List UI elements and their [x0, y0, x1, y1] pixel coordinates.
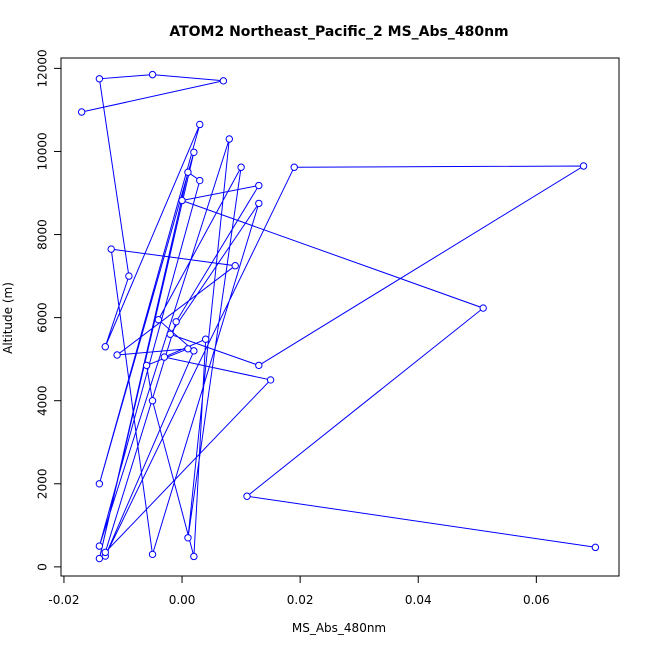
x-tick-label: 0.02: [287, 593, 314, 607]
data-point: [225, 135, 233, 143]
data-point: [148, 550, 157, 559]
data-point: [154, 316, 163, 324]
x-tick-label: 0.04: [405, 593, 432, 607]
y-axis-label: Altitude (m): [1, 282, 15, 354]
x-tick-label: 0.00: [169, 593, 196, 607]
data-point: [125, 272, 133, 280]
data-point: [219, 77, 228, 85]
data-point: [231, 261, 239, 270]
data-point: [166, 330, 174, 338]
data-point: [196, 176, 204, 185]
x-tick-label: 0.06: [523, 593, 550, 607]
data-point: [255, 361, 263, 370]
y-tick-label: 4000: [36, 385, 50, 416]
chart-title: ATOM2 Northeast_Pacific_2 MS_Abs_480nm: [169, 24, 508, 40]
data-point: [255, 181, 263, 190]
data-point: [107, 245, 115, 253]
data-point: [101, 548, 109, 557]
data-point: [190, 552, 198, 561]
data-point: [95, 542, 104, 550]
data-point: [178, 196, 186, 205]
data-point: [479, 304, 487, 312]
data-point: [255, 199, 263, 208]
data-point: [290, 163, 298, 171]
x-tick-label: -0.02: [48, 593, 79, 607]
data-point: [184, 534, 192, 542]
data-point: [95, 480, 104, 488]
data-point: [237, 163, 245, 171]
data-point: [101, 343, 109, 351]
data-point: [243, 492, 251, 500]
data-point: [95, 75, 104, 83]
y-tick-label: 12000: [36, 49, 50, 87]
y-tick-label: 2000: [36, 469, 50, 500]
y-tick-label: 8000: [36, 219, 50, 250]
y-tick-label: 6000: [36, 302, 50, 333]
data-point: [266, 376, 275, 384]
data-point: [160, 353, 169, 361]
data-series: [77, 70, 600, 563]
data-point: [579, 162, 588, 170]
data-point: [172, 318, 180, 326]
x-axis-label: MS_Abs_480nm: [292, 621, 386, 635]
y-tick-label: 0: [36, 563, 50, 571]
data-point: [148, 70, 157, 79]
x-axis: -0.02 0.00 0.02 0.04 0.06: [48, 575, 550, 607]
y-tick-label: 10000: [36, 132, 50, 170]
data-point: [184, 345, 192, 353]
data-point: [113, 351, 121, 359]
data-point: [591, 543, 600, 552]
data-point: [184, 168, 192, 176]
data-point: [201, 335, 210, 343]
data-point: [142, 361, 151, 370]
data-point: [77, 108, 86, 116]
series-line: [81, 74, 596, 559]
y-axis: 0 2000 4000 6000 8000 10000 12000: [36, 49, 62, 571]
data-point: [148, 397, 157, 405]
data-point: [196, 120, 204, 129]
data-point: [190, 148, 198, 156]
